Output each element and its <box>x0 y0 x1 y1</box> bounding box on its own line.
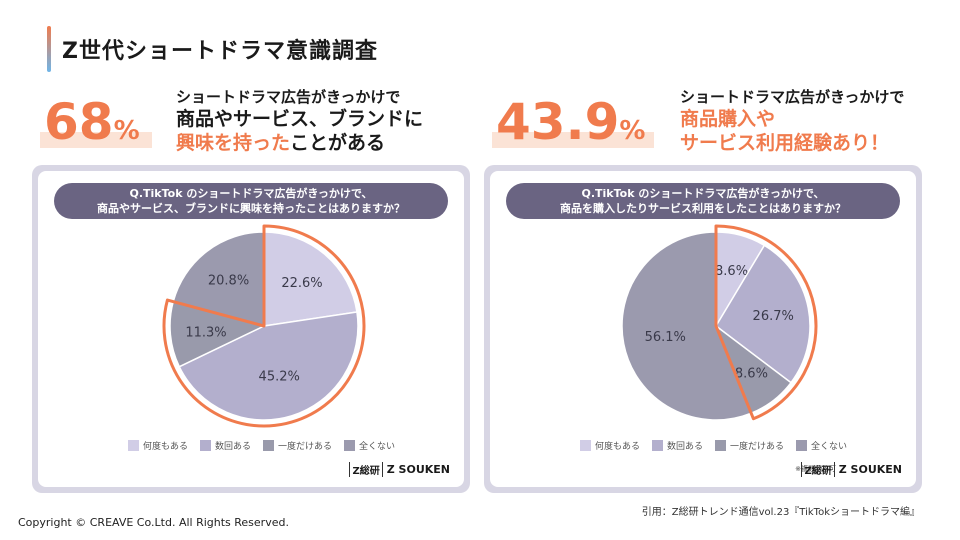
legend-swatch <box>796 440 808 451</box>
legend-swatch <box>652 440 664 451</box>
chart-legend: 何度もある 数回ある 一度だけある 全くない <box>580 439 847 452</box>
stat-right-headline: ショートドラマ広告がきっかけで 商品購入や サービス利用経験あり！ <box>680 86 904 155</box>
headline-line1: ショートドラマ広告がきっかけで <box>680 88 905 106</box>
legend-item: 何度もある <box>580 439 640 452</box>
question-banner: Q.TikTok のショートドラマ広告がきっかけで、 商品やサービス、ブランドに… <box>54 183 448 219</box>
page-title: Z世代ショートドラマ意識調査 <box>62 39 378 64</box>
pie-slice-4 <box>621 231 753 421</box>
slice-label-2: 45.2% <box>259 369 300 384</box>
legend-label: 全くない <box>811 442 848 452</box>
legend-item: 何度もある <box>128 439 188 452</box>
chart-panel-right: Q.TikTok のショートドラマ広告がきっかけで、 商品を購入したりサービス利… <box>484 165 922 493</box>
legend-swatch <box>715 440 727 451</box>
z-souken-logo: Z総研 Z SOUKEN <box>349 462 450 477</box>
title-accent-bar <box>47 26 51 72</box>
headline-line3: 興味を持ったことがある <box>176 132 386 154</box>
legend-label: 数回ある <box>215 442 252 452</box>
slice-label-2: 26.7% <box>753 309 794 324</box>
headline-line1: ショートドラマ広告がきっかけで <box>176 88 401 106</box>
copyright: Copyright © CREAVE Co.Ltd. All Rights Re… <box>18 516 289 529</box>
chart-legend: 何度もある 数回ある 一度だけある 全くない <box>128 439 395 452</box>
legend-item: 全くない <box>344 439 395 452</box>
z-souken-logo: Z総研 Z SOUKEN <box>801 462 902 477</box>
legend-item: 全くない <box>796 439 847 452</box>
stat-highlight <box>40 132 152 148</box>
slice-label-3: 11.3% <box>185 325 226 340</box>
legend-item: 一度だけある <box>715 439 784 452</box>
legend-label: 何度もある <box>595 442 641 452</box>
legend-label: 一度だけある <box>278 442 333 452</box>
stat-left-value: 68% <box>44 93 140 151</box>
legend-swatch <box>128 440 139 451</box>
headline-line2: 商品やサービス、ブランドに <box>176 108 424 130</box>
stat-right-value: 43.9% <box>496 93 646 151</box>
pie-slice-4 <box>172 231 265 327</box>
headline-line3: サービス利用経験あり！ <box>680 132 890 154</box>
legend-label: 一度だけある <box>730 442 785 452</box>
slice-label-4: 20.8% <box>208 274 249 289</box>
legend-swatch <box>263 440 275 451</box>
slice-label-4: 56.1% <box>645 330 686 345</box>
legend-swatch <box>344 440 356 451</box>
pie-chart: 8.6% 26.7% 8.6% 56.1% <box>621 224 818 421</box>
legend-item: 数回ある <box>200 439 251 452</box>
legend-label: 何度もある <box>143 442 189 452</box>
legend-swatch <box>200 440 212 451</box>
pie-slice-2 <box>178 311 359 421</box>
stat-highlight <box>492 132 654 148</box>
highlight-outline <box>714 224 818 421</box>
source-citation: 引用：Z総研トレンド通信vol.23『TikTokショートドラマ編』 <box>641 507 920 518</box>
chart-panel-left: Q.TikTok のショートドラマ広告がきっかけで、 商品やサービス、ブランドに… <box>32 165 470 493</box>
slice-label-1: 22.6% <box>281 276 322 291</box>
legend-item: 一度だけある <box>263 439 332 452</box>
pie-slice-2 <box>715 244 811 384</box>
pie-chart: 22.6% 45.2% 11.3% 20.8% <box>162 224 366 428</box>
legend-label: 全くない <box>359 442 396 452</box>
pie-slice-1 <box>263 231 358 327</box>
stat-right: 43.9% <box>492 92 662 152</box>
legend-label: 数回ある <box>667 442 704 452</box>
highlight-outline <box>162 224 366 428</box>
stat-left: 68% <box>40 92 160 152</box>
legend-item: 数回ある <box>652 439 703 452</box>
headline-line2: 商品購入や <box>680 108 776 130</box>
slice-label-1: 8.6% <box>715 264 748 279</box>
stat-left-headline: ショートドラマ広告がきっかけで 商品やサービス、ブランドに 興味を持ったことがあ… <box>176 86 423 155</box>
question-banner: Q.TikTok のショートドラマ広告がきっかけで、 商品を購入したりサービス利… <box>506 183 900 219</box>
chart-note: ※複数回答可 <box>795 465 836 473</box>
slice-label-3: 8.6% <box>735 366 768 381</box>
legend-swatch <box>580 440 591 451</box>
